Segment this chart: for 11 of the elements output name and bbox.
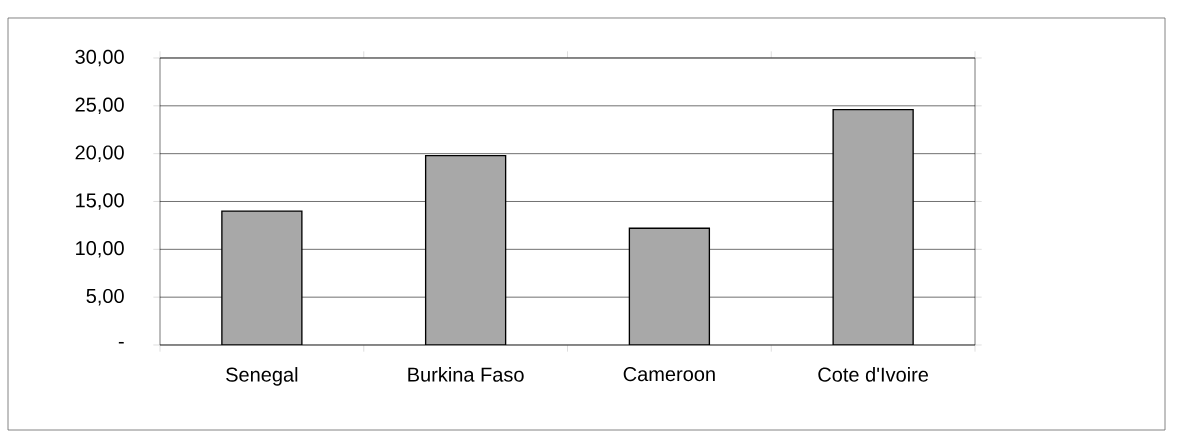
x-tick-label: Senegal bbox=[226, 367, 298, 386]
y-tick-label: 30,00 bbox=[75, 49, 124, 67]
y-tick-label: - bbox=[118, 341, 124, 344]
y-tick-label: 15,00 bbox=[76, 193, 124, 210]
y-tick-label: 25,00 bbox=[75, 97, 124, 115]
x-tick-label: Cote d'Ivoire bbox=[818, 367, 929, 382]
y-tick-label: 10,00 bbox=[76, 241, 124, 258]
y-tick-label: 5,00 bbox=[86, 288, 124, 306]
x-tick-label: Cameroon bbox=[623, 367, 715, 382]
x-tick-label: Burkina Faso bbox=[408, 367, 524, 382]
y-tick-label: 20,00 bbox=[75, 145, 124, 162]
